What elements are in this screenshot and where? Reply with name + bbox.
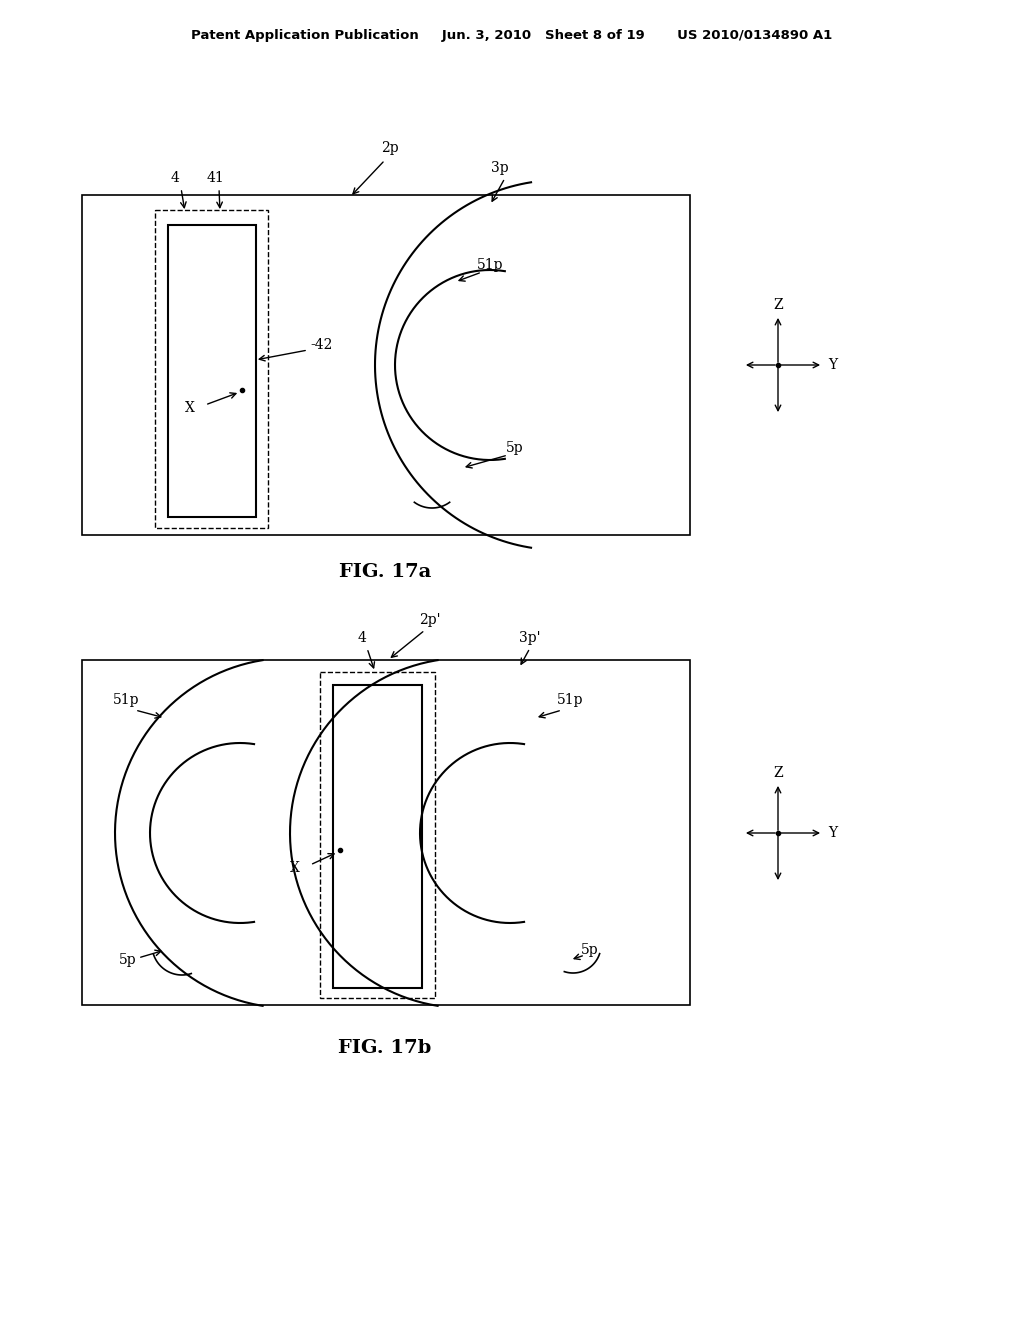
Text: 2p: 2p [381, 141, 398, 154]
Text: Patent Application Publication     Jun. 3, 2010   Sheet 8 of 19       US 2010/01: Patent Application Publication Jun. 3, 2… [191, 29, 833, 41]
Text: Z: Z [773, 298, 782, 312]
Text: 3p': 3p' [519, 631, 541, 645]
Text: 5p: 5p [506, 441, 524, 455]
Text: X: X [185, 401, 195, 414]
Text: 41: 41 [206, 172, 224, 185]
Text: 4: 4 [171, 172, 179, 185]
Text: 3p: 3p [492, 161, 509, 176]
Text: Y: Y [828, 826, 838, 840]
Text: Z: Z [773, 766, 782, 780]
Text: 5p: 5p [582, 942, 599, 957]
Text: 51p: 51p [557, 693, 584, 708]
Text: -42: -42 [310, 338, 333, 352]
Text: 51p: 51p [477, 257, 503, 272]
Text: 2p': 2p' [419, 612, 440, 627]
Text: 5p: 5p [119, 953, 137, 968]
Text: 4: 4 [357, 631, 367, 645]
Text: Y: Y [828, 358, 838, 372]
Text: 51p: 51p [113, 693, 139, 708]
Text: X: X [290, 861, 300, 875]
Text: FIG. 17b: FIG. 17b [338, 1039, 432, 1057]
Text: FIG. 17a: FIG. 17a [339, 564, 431, 581]
